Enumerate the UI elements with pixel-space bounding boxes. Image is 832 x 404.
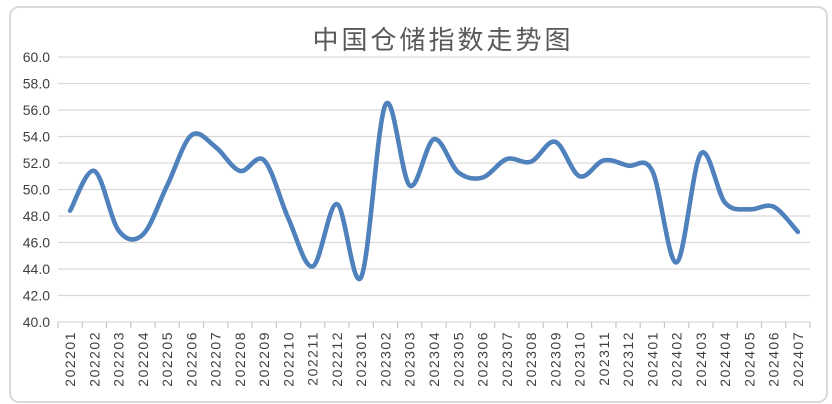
x-tick-label: 202211 (305, 331, 321, 386)
gridlines-group (58, 56, 810, 323)
x-tick-label: 202207 (208, 331, 224, 387)
y-tick-label: 42.0 (23, 288, 50, 304)
y-tick-label: 52.0 (23, 155, 50, 171)
x-tick-label: 202203 (111, 331, 127, 387)
series-line-path (67, 100, 801, 282)
x-tick-label: 202306 (475, 331, 491, 387)
x-tick-label: 202402 (669, 331, 685, 387)
y-tick-label: 60.0 (23, 49, 50, 65)
x-tick-label: 202206 (183, 331, 199, 387)
x-tick-label: 202208 (232, 331, 248, 387)
y-tick-label: 58.0 (23, 76, 50, 92)
x-tick-label: 202308 (523, 331, 539, 387)
x-tick-label: 202406 (766, 331, 782, 387)
x-tick-label: 202403 (693, 331, 709, 387)
x-tick-label: 202312 (620, 331, 636, 387)
x-tick-label: 202303 (402, 331, 418, 387)
x-tick-label: 202201 (62, 331, 78, 387)
y-tick-label: 54.0 (23, 129, 50, 145)
y-tick-label: 56.0 (23, 102, 50, 118)
y-axis-tick-labels: 40.0 42.0 44.0 46.0 48.0 50.0 52.0 54.0 56.0 58.0… (23, 49, 50, 330)
y-tick-label: 46.0 (23, 235, 50, 251)
x-tick-label: 202304 (426, 331, 442, 387)
y-tick-label: 40.0 (23, 314, 50, 330)
x-axis-tick-labels: 202201 202202 202203 202204 202205 202206 2022… (62, 331, 806, 387)
y-tick-label: 50.0 (23, 182, 50, 198)
x-tick-label: 202307 (499, 331, 515, 387)
x-tick-label: 202210 (280, 331, 296, 387)
x-tick-label: 202301 (353, 331, 369, 387)
y-tick-label: 44.0 (23, 261, 50, 277)
x-tick-label: 202407 (790, 331, 806, 387)
x-tick-label: 202401 (644, 331, 660, 387)
x-tick-label: 202302 (377, 331, 393, 387)
y-tick-label: 48.0 (23, 208, 50, 224)
x-tick-label: 202310 (572, 331, 588, 387)
x-tick-label: 202405 (741, 331, 757, 387)
x-tick-label: 202309 (547, 331, 563, 387)
x-tick-label: 202202 (86, 331, 102, 387)
x-axis-tick-marks (57, 322, 811, 328)
chart-title: 中国仓储指数走势图 (312, 25, 574, 55)
x-tick-label: 202311 (596, 331, 612, 386)
x-tick-label: 202212 (329, 331, 345, 387)
x-tick-label: 202404 (717, 331, 733, 387)
x-tick-label: 202209 (256, 331, 272, 387)
x-tick-label: 202204 (135, 331, 151, 387)
x-tick-label: 202205 (159, 331, 175, 387)
x-tick-label: 202305 (450, 331, 466, 387)
